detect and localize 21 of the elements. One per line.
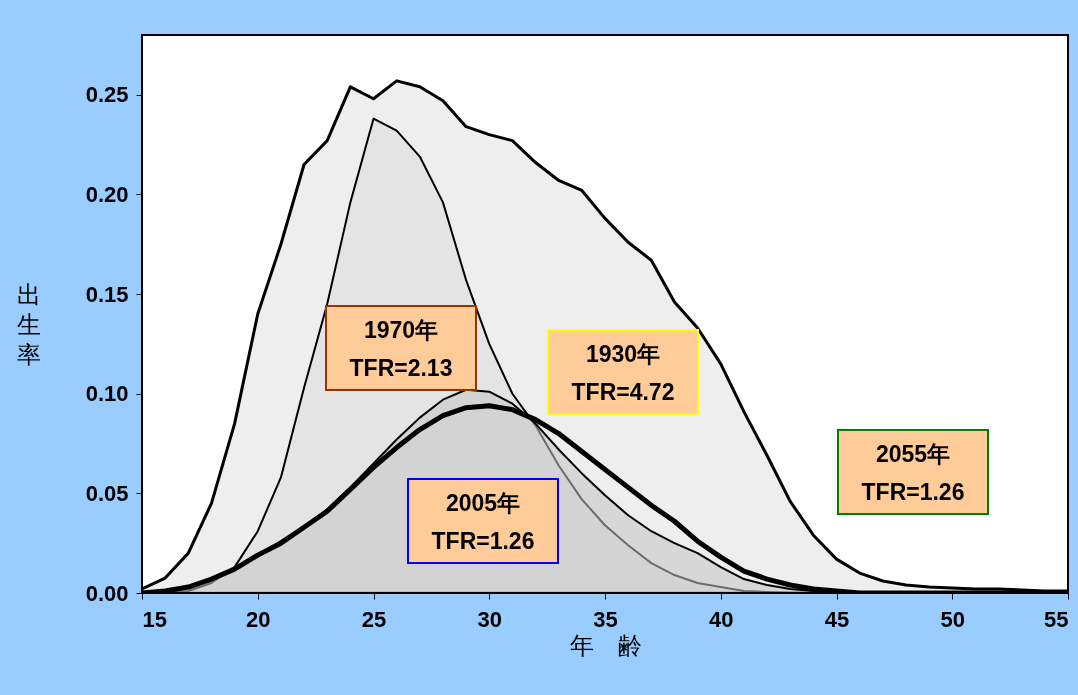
y-tick-label: 0.10 (85, 381, 129, 407)
x-axis-title: 年 齢 (569, 631, 642, 659)
annotation: 2005年 TFR=1.26 (431, 490, 535, 554)
y-tick-label: 0.20 (85, 181, 129, 207)
x-tick-label: 25 (361, 606, 387, 632)
y-tick-label: 0.00 (85, 580, 129, 606)
x-tick-label: 20 (246, 606, 271, 632)
annotation: 1930年 TFR=4.72 (571, 341, 675, 405)
y-axis-title: 出生率 (16, 280, 41, 368)
x-tick-label: 35 (593, 606, 618, 632)
x-tick-label: 30 (477, 606, 502, 632)
x-tick-label: 50 (940, 606, 965, 632)
annotation: 2055年 TFR=1.26 (861, 441, 965, 505)
y-tick-label: 0.25 (85, 82, 129, 108)
x-tick-label: 40 (709, 606, 734, 632)
x-tick-label: 55 (1044, 606, 1069, 632)
y-tick-label: 0.15 (85, 281, 129, 307)
x-tick-label: 45 (824, 606, 850, 632)
y-tick-label: 0.05 (85, 480, 129, 506)
annotation: 1970年 TFR=2.13 (349, 317, 453, 381)
x-tick-label: 15 (142, 606, 167, 632)
